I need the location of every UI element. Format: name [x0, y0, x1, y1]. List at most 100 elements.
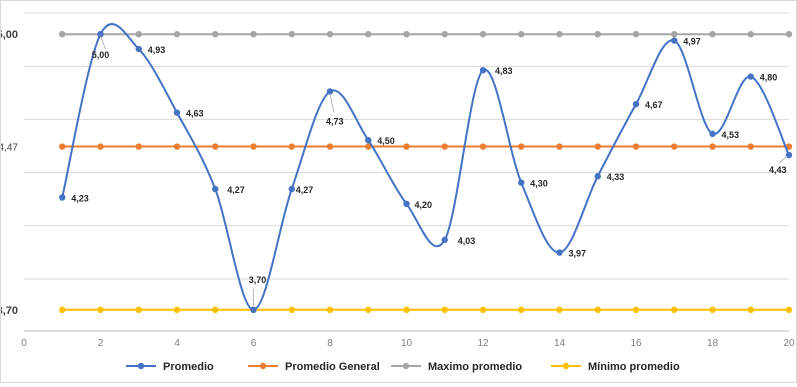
- data-point: [173, 31, 181, 38]
- data-point: [556, 31, 563, 38]
- data-point: [556, 143, 563, 150]
- data-point: [288, 31, 295, 38]
- legend-item: Promedio General: [248, 361, 380, 373]
- data-point: [747, 306, 754, 313]
- data-point: [747, 73, 754, 80]
- label-leader: [100, 35, 106, 50]
- data-label: 4,53: [722, 130, 740, 140]
- x-tick-label: 0: [21, 338, 27, 349]
- data-point: [365, 306, 372, 313]
- data-label: 4,23: [71, 193, 89, 203]
- series-layer: [59, 23, 793, 313]
- data-point: [288, 143, 295, 150]
- legend-swatch-marker: [259, 362, 267, 370]
- data-point: [709, 143, 716, 150]
- legend-item: Maximo promedio: [391, 361, 522, 373]
- data-point: [326, 88, 334, 95]
- legend-label: Promedio General: [285, 361, 380, 373]
- data-label: 4,67: [645, 100, 663, 110]
- data-point: [785, 151, 793, 159]
- data-label: 4,63: [186, 109, 204, 119]
- y-axis-label: 4,47: [1, 143, 18, 154]
- data-label: 4,30: [530, 179, 548, 189]
- data-point: [709, 31, 716, 38]
- data-label: 4,43: [769, 165, 787, 175]
- data-point: [441, 306, 448, 313]
- data-point: [747, 31, 754, 38]
- y-axis-labels: 5,00 4,47 3,70: [0, 29, 18, 317]
- data-point: [403, 143, 410, 150]
- data-point: [594, 306, 601, 313]
- data-label: 4,50: [377, 136, 395, 146]
- legend-label: Promedio: [163, 361, 214, 373]
- data-point: [97, 143, 104, 150]
- data-label: 5,00: [92, 50, 110, 60]
- legend-swatch-marker: [402, 362, 410, 370]
- x-tick-label: 2: [98, 338, 104, 349]
- data-point: [479, 143, 487, 150]
- data-label: 4,80: [760, 73, 778, 83]
- data-point: [403, 200, 410, 207]
- data-point: [212, 143, 219, 150]
- data-point: [365, 137, 372, 144]
- data-point: [365, 143, 372, 150]
- x-tick-label: 4: [174, 338, 180, 349]
- data-point: [632, 31, 640, 38]
- data-label: 4,73: [326, 116, 344, 126]
- x-tick-label: 6: [251, 338, 257, 349]
- x-tick-label: 10: [401, 338, 413, 349]
- data-point: [326, 31, 334, 38]
- series-promedio-general: [59, 143, 793, 150]
- legend-item: Promedio: [126, 361, 214, 373]
- data-label: 4,93: [148, 45, 166, 55]
- data-point: [441, 31, 448, 38]
- data-point: [671, 306, 678, 313]
- data-point: [135, 45, 142, 53]
- legend-item: Mínimo promedio: [551, 361, 680, 373]
- data-label: 3,97: [569, 249, 587, 259]
- data-point: [671, 143, 678, 150]
- data-point: [250, 306, 257, 313]
- legend-label: Maximo promedio: [428, 361, 522, 373]
- data-point: [709, 130, 716, 138]
- data-label: 4,83: [495, 66, 513, 76]
- data-point: [747, 143, 754, 150]
- data-label: 4,27: [227, 185, 245, 195]
- data-point: [250, 31, 257, 38]
- x-tick-label: 16: [630, 338, 642, 349]
- data-point: [441, 143, 448, 150]
- data-point: [594, 173, 601, 180]
- data-point: [59, 31, 66, 38]
- legend: Promedio Promedio General Maximo promedio M…: [126, 361, 680, 373]
- data-point: [594, 143, 601, 150]
- data-point: [59, 143, 66, 150]
- data-point: [518, 306, 525, 313]
- data-point: [212, 31, 219, 38]
- data-point: [632, 143, 640, 150]
- data-point: [288, 306, 295, 313]
- x-tick-label: 12: [477, 338, 489, 349]
- legend-swatch-marker: [562, 362, 570, 370]
- data-point: [403, 31, 410, 38]
- data-labels: 4,23 5,00 4,93 4,63 4,27 3,70 4,27 4,73 4,50 4,20…: [71, 35, 787, 306]
- data-point: [173, 109, 181, 116]
- data-point: [212, 185, 219, 193]
- data-label: 4,20: [415, 200, 433, 210]
- data-point: [632, 306, 640, 313]
- data-point: [518, 31, 525, 38]
- series-m-nimo-promedio: [59, 306, 793, 313]
- data-point: [135, 143, 142, 150]
- data-point: [479, 306, 487, 313]
- data-point: [135, 306, 142, 313]
- data-point: [173, 306, 181, 313]
- data-point: [97, 31, 104, 38]
- data-point: [173, 143, 181, 150]
- data-point: [671, 31, 678, 38]
- x-axis: 0 2 4 6 8 10 12 14 16 18 20: [21, 330, 795, 349]
- data-label: 4,33: [607, 172, 625, 182]
- data-point: [479, 31, 487, 38]
- x-tick-label: 20: [783, 338, 795, 349]
- label-leader: [778, 156, 787, 164]
